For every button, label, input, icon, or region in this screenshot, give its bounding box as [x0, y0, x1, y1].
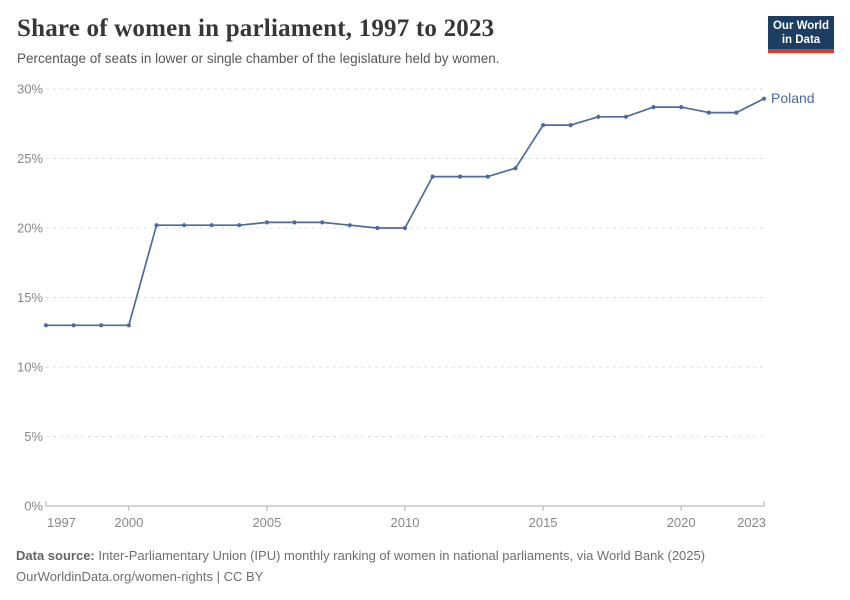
- owid-logo-line2: in Data: [781, 34, 821, 46]
- data-point[interactable]: [126, 323, 131, 328]
- chart-title: Share of women in parliament, 1997 to 20…: [17, 15, 495, 42]
- data-point[interactable]: [568, 123, 573, 128]
- data-point[interactable]: [99, 323, 104, 328]
- data-source-text: Inter-Parliamentary Union (IPU) monthly …: [98, 548, 706, 563]
- data-point[interactable]: [71, 323, 76, 328]
- x-tick-label: 2005: [252, 515, 281, 530]
- x-tick-label: 2010: [391, 515, 420, 530]
- owid-logo-line1: Our World: [772, 20, 829, 32]
- data-point[interactable]: [264, 220, 269, 225]
- owid-logo[interactable]: Our World in Data: [768, 16, 834, 53]
- series-end-label: Poland: [771, 90, 815, 106]
- x-tick-label: 2015: [529, 515, 558, 530]
- data-point[interactable]: [402, 225, 408, 231]
- data-source-label: Data source:: [16, 548, 95, 563]
- data-point[interactable]: [596, 114, 601, 119]
- data-point[interactable]: [320, 220, 325, 225]
- x-tick-label: 2023: [737, 515, 766, 530]
- data-point[interactable]: [651, 105, 656, 110]
- data-point[interactable]: [182, 223, 187, 228]
- y-tick-label: 10%: [17, 360, 43, 375]
- data-point[interactable]: [430, 174, 435, 179]
- data-point[interactable]: [375, 225, 380, 231]
- y-tick-label: 5%: [24, 429, 43, 444]
- license-line: OurWorldinData.org/women-rights | CC BY: [16, 569, 264, 584]
- y-tick-label: 15%: [17, 290, 43, 305]
- data-point[interactable]: [292, 220, 297, 225]
- data-source-line: Data source: Inter-Parliamentary Union (…: [16, 545, 705, 566]
- y-tick-label: 25%: [17, 151, 43, 166]
- data-point[interactable]: [209, 223, 214, 228]
- data-point[interactable]: [458, 174, 463, 179]
- data-point[interactable]: [679, 105, 684, 110]
- data-point[interactable]: [43, 323, 49, 328]
- y-tick-label: 0%: [24, 499, 43, 514]
- x-tick-label: 2020: [667, 515, 696, 530]
- data-point[interactable]: [485, 174, 490, 179]
- y-tick-label: 20%: [17, 221, 43, 236]
- data-point[interactable]: [347, 223, 352, 228]
- data-point[interactable]: [734, 110, 739, 115]
- data-point[interactable]: [513, 166, 518, 171]
- poland-series-line[interactable]: [45, 97, 765, 327]
- data-point[interactable]: [541, 123, 546, 128]
- chart-subtitle: Percentage of seats in lower or single c…: [17, 51, 500, 66]
- x-tick-label: 1997: [47, 515, 76, 530]
- x-tick-label: 2000: [114, 515, 143, 530]
- data-point[interactable]: [761, 96, 767, 101]
- data-point[interactable]: [237, 223, 242, 228]
- data-point[interactable]: [706, 110, 711, 115]
- chart-footer: Data source: Inter-Parliamentary Union (…: [16, 545, 705, 587]
- y-tick-label: 30%: [17, 82, 43, 97]
- data-point[interactable]: [154, 223, 159, 228]
- data-point[interactable]: [623, 114, 629, 119]
